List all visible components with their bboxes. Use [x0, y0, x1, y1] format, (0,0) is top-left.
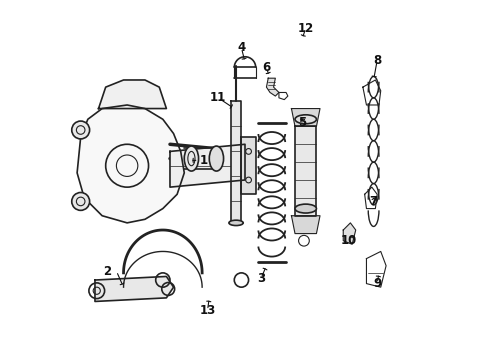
Text: 9: 9 [373, 277, 381, 290]
Ellipse shape [209, 146, 223, 171]
Polygon shape [267, 78, 279, 96]
Text: 4: 4 [237, 41, 245, 54]
Polygon shape [77, 105, 184, 223]
Text: 8: 8 [373, 54, 381, 67]
Polygon shape [292, 216, 320, 234]
Ellipse shape [184, 146, 198, 171]
Ellipse shape [229, 220, 243, 226]
Text: 5: 5 [298, 116, 306, 129]
Text: 11: 11 [210, 91, 226, 104]
Text: 10: 10 [341, 234, 357, 247]
Polygon shape [231, 102, 242, 223]
Polygon shape [170, 144, 245, 187]
Polygon shape [95, 276, 173, 301]
Text: 12: 12 [297, 22, 314, 35]
Polygon shape [98, 80, 167, 109]
Text: 7: 7 [369, 195, 378, 208]
Text: 1: 1 [200, 154, 208, 167]
Ellipse shape [295, 204, 317, 213]
Polygon shape [242, 137, 256, 194]
Circle shape [72, 193, 90, 210]
Polygon shape [292, 109, 320, 126]
Text: 2: 2 [103, 265, 112, 278]
Text: 3: 3 [257, 272, 265, 285]
Text: 13: 13 [199, 304, 216, 317]
Polygon shape [295, 126, 317, 216]
Circle shape [72, 121, 90, 139]
Ellipse shape [295, 115, 317, 124]
Text: 6: 6 [262, 61, 270, 74]
Polygon shape [343, 223, 356, 244]
